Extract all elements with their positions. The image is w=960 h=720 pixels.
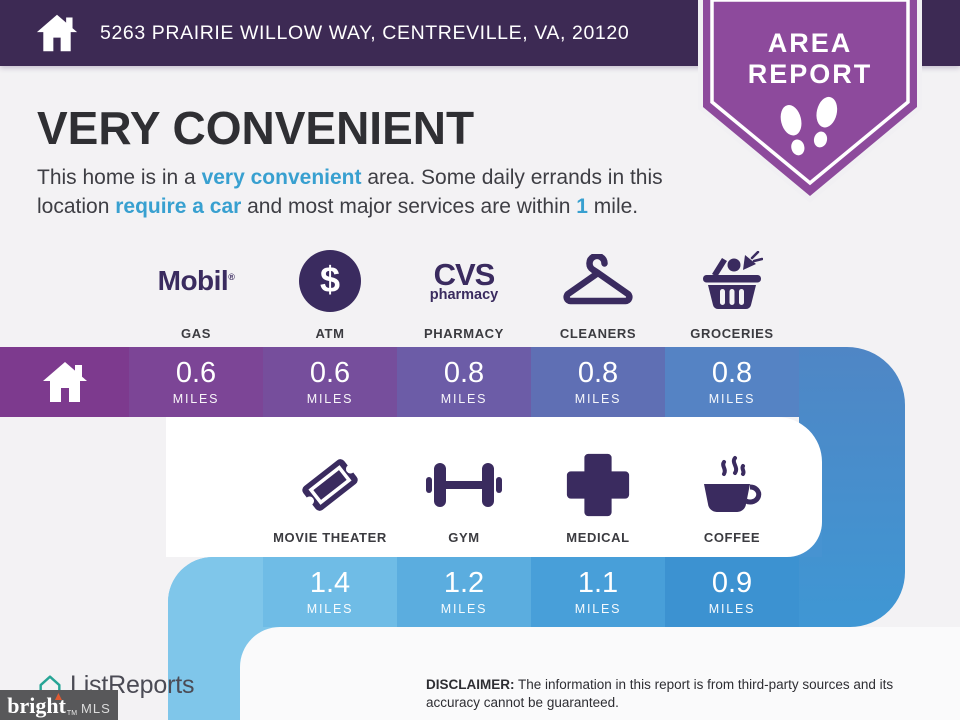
amenity-medical: MEDICAL: [531, 448, 665, 545]
amenity-label: PHARMACY: [424, 326, 504, 341]
house-outline-icon: [36, 673, 64, 699]
distance-bar-row1: 0.6 MILES 0.6 MILES 0.8 MILES 0.8 MILES 0.8 M…: [0, 347, 799, 417]
amenity-label: MEDICAL: [566, 530, 630, 545]
cvs-logo: CVS pharmacy: [429, 257, 499, 304]
coffee-cup-icon: [699, 454, 765, 516]
amenity-label: ATM: [315, 326, 345, 341]
distance-segment: 0.8 MILES: [665, 347, 799, 417]
distance-segment: 1.1 MILES: [531, 557, 665, 627]
amenity-label: COFFEE: [703, 530, 761, 545]
page-title: VERY CONVENIENT: [37, 102, 475, 154]
amenity-groceries: GROCERIES: [665, 244, 799, 341]
amenity-gym: GYM: [397, 448, 531, 545]
amenity-coffee: COFFEE: [665, 448, 799, 545]
grocery-basket-icon: [701, 251, 763, 311]
amenity-label: MOVIE THEATER: [273, 530, 387, 545]
description: This home is in a very convenient area. …: [37, 163, 697, 221]
amenity-pharmacy: CVS pharmacy PHARMACY: [397, 244, 531, 341]
footer-panel: [240, 627, 960, 720]
badge-line2: REPORT: [748, 59, 873, 89]
bar-column-left: [168, 557, 240, 720]
distance-segment: 0.8 MILES: [531, 347, 665, 417]
distance-segment: 0.8 MILES: [397, 347, 531, 417]
home-icon: [36, 13, 78, 53]
amenity-label: GAS: [181, 326, 211, 341]
distance-segment: 0.6 MILES: [129, 347, 263, 417]
amenity-movie-theater: MOVIE THEATER: [263, 448, 397, 545]
badge-line1: AREA: [768, 28, 853, 58]
distance-segment: 0.9 MILES: [665, 557, 799, 627]
property-address: 5263 PRAIRIE WILLOW WAY, CENTREVILLE, VA…: [100, 21, 630, 44]
amenity-cleaners: CLEANERS: [531, 244, 665, 341]
home-segment: [0, 347, 129, 417]
dumbbell-icon: [425, 458, 503, 512]
distance-segment: 1.2 MILES: [397, 557, 531, 627]
distance-segment: 1.4 MILES: [263, 557, 397, 627]
medical-cross-icon: [563, 450, 633, 520]
amenity-label: GYM: [448, 530, 480, 545]
home-icon: [42, 361, 88, 403]
amenity-atm: $ ATM: [263, 244, 397, 341]
distance-segment: 0.6 MILES: [263, 347, 397, 417]
distance-bar-row2: 1.4 MILES 1.2 MILES 1.1 MILES 0.9 MILES: [168, 557, 799, 627]
bright-mls-logo: bright TM MLS: [0, 690, 118, 720]
hanger-icon: [562, 254, 634, 308]
footprints-icon: [780, 96, 838, 156]
bright-accent-mark: [54, 693, 62, 700]
amenity-label: CLEANERS: [559, 326, 637, 341]
movie-ticket-icon: [293, 447, 367, 523]
amenity-gas: Mobil® GAS: [129, 244, 263, 342]
disclaimer: DISCLAIMER: The information in this repo…: [426, 677, 894, 710]
description-line1: This home is in a very convenient area. …: [37, 166, 663, 189]
atm-dollar-icon: $: [299, 250, 361, 312]
mobil-logo: Mobil®: [157, 265, 235, 296]
area-report-badge: AREA REPORT: [698, 0, 922, 212]
amenity-label: GROCERIES: [690, 326, 774, 341]
description-line2: location require a car and most major se…: [37, 195, 639, 218]
